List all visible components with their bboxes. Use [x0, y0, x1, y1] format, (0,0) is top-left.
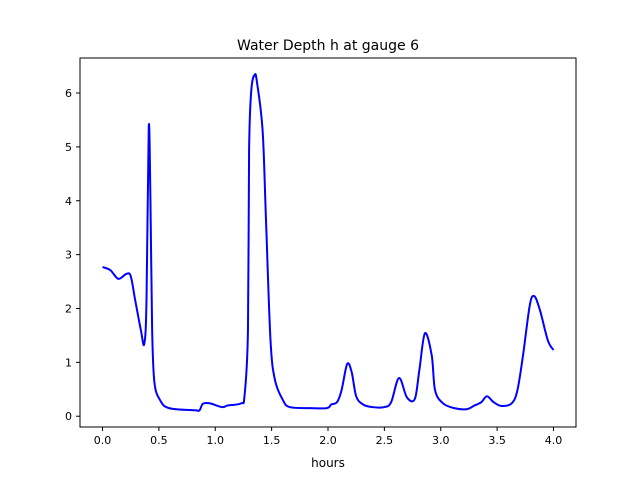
- x-tick-label: 3.5: [488, 434, 506, 447]
- x-axis-label: hours: [311, 456, 345, 470]
- x-tick-label: 1.5: [263, 434, 281, 447]
- x-tick-label: 0.5: [150, 434, 168, 447]
- chart-title: Water Depth h at gauge 6: [237, 38, 419, 54]
- axes-frame: [79, 57, 577, 428]
- y-tick-label: 5: [65, 141, 72, 154]
- y-tick-label: 2: [65, 302, 72, 315]
- y-tick-label: 0: [65, 410, 72, 423]
- y-tick-label: 6: [65, 87, 72, 100]
- y-tick-label: 1: [65, 356, 72, 369]
- x-tick-label: 3.0: [432, 434, 450, 447]
- x-tick-label: 4.0: [545, 434, 563, 447]
- x-tick-label: 0.0: [94, 434, 112, 447]
- y-tick-label: 4: [65, 195, 72, 208]
- series-line-h: [102, 73, 555, 412]
- y-tick-label: 3: [65, 249, 72, 262]
- x-tick-label: 1.0: [207, 434, 225, 447]
- x-tick-label: 2.0: [319, 434, 337, 447]
- x-tick-label: 2.5: [376, 434, 394, 447]
